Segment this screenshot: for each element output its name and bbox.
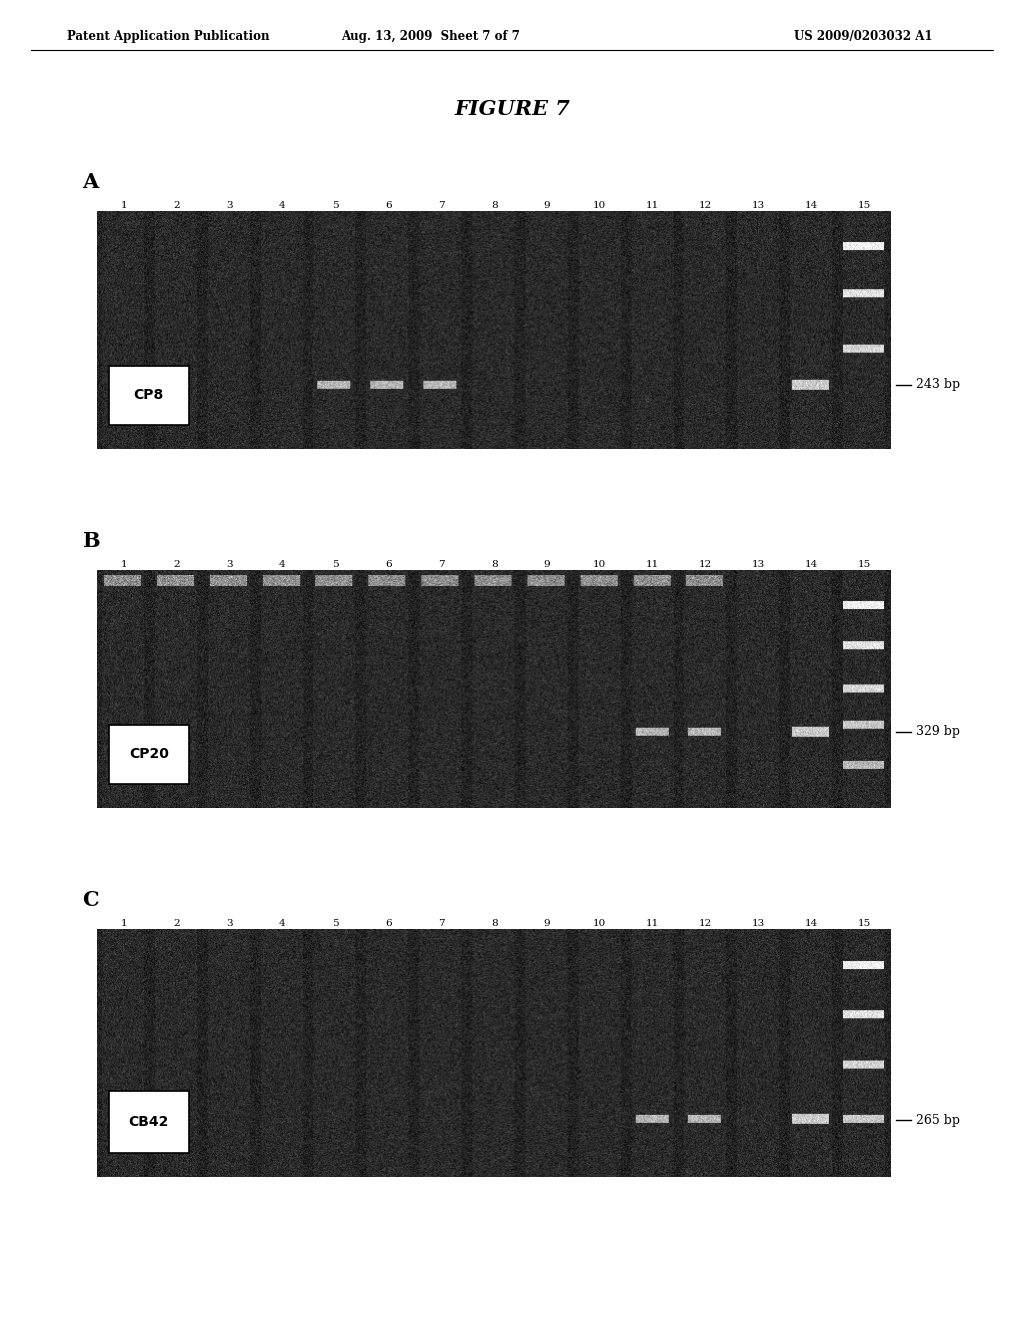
Text: 8: 8 (490, 201, 498, 210)
Text: B: B (82, 531, 99, 550)
Text: 12: 12 (699, 560, 713, 569)
Text: 3: 3 (226, 201, 232, 210)
Text: 15: 15 (858, 560, 871, 569)
Text: US 2009/0203032 A1: US 2009/0203032 A1 (794, 30, 932, 44)
Text: 12: 12 (699, 919, 713, 928)
Text: 10: 10 (593, 560, 606, 569)
Text: 8: 8 (490, 560, 498, 569)
Text: 7: 7 (438, 560, 444, 569)
Text: 9: 9 (544, 560, 550, 569)
Text: 13: 13 (752, 560, 765, 569)
Text: 3: 3 (226, 560, 232, 569)
Text: 1: 1 (121, 201, 127, 210)
Text: 6: 6 (385, 560, 391, 569)
Text: 3: 3 (226, 919, 232, 928)
Text: 4: 4 (280, 201, 286, 210)
Text: 15: 15 (858, 201, 871, 210)
Text: 5: 5 (332, 919, 339, 928)
Text: 2: 2 (173, 201, 180, 210)
Text: 6: 6 (385, 201, 391, 210)
Text: 9: 9 (544, 201, 550, 210)
Text: Patent Application Publication: Patent Application Publication (67, 30, 269, 44)
Text: Aug. 13, 2009  Sheet 7 of 7: Aug. 13, 2009 Sheet 7 of 7 (341, 30, 519, 44)
Text: A: A (82, 172, 98, 191)
Text: 14: 14 (805, 919, 818, 928)
Text: 7: 7 (438, 201, 444, 210)
Text: 4: 4 (280, 560, 286, 569)
Text: 243 bp: 243 bp (916, 378, 961, 391)
Text: 10: 10 (593, 919, 606, 928)
Text: 11: 11 (646, 201, 659, 210)
Text: 2: 2 (173, 919, 180, 928)
Text: 14: 14 (805, 201, 818, 210)
Text: 1: 1 (121, 919, 127, 928)
Text: 14: 14 (805, 560, 818, 569)
Text: 7: 7 (438, 919, 444, 928)
Text: 1: 1 (121, 560, 127, 569)
Text: 2: 2 (173, 560, 180, 569)
Text: 13: 13 (752, 201, 765, 210)
Text: 6: 6 (385, 919, 391, 928)
Text: 4: 4 (280, 919, 286, 928)
Text: 8: 8 (490, 919, 498, 928)
Text: 11: 11 (646, 560, 659, 569)
Text: FIGURE 7: FIGURE 7 (454, 99, 570, 119)
Text: C: C (82, 890, 98, 909)
Text: 5: 5 (332, 560, 339, 569)
Text: 9: 9 (544, 919, 550, 928)
Text: 11: 11 (646, 919, 659, 928)
Text: 13: 13 (752, 919, 765, 928)
Text: 5: 5 (332, 201, 339, 210)
Text: 265 bp: 265 bp (916, 1114, 961, 1127)
Text: 15: 15 (858, 919, 871, 928)
Text: 12: 12 (699, 201, 713, 210)
Text: 10: 10 (593, 201, 606, 210)
Text: 329 bp: 329 bp (916, 725, 961, 738)
